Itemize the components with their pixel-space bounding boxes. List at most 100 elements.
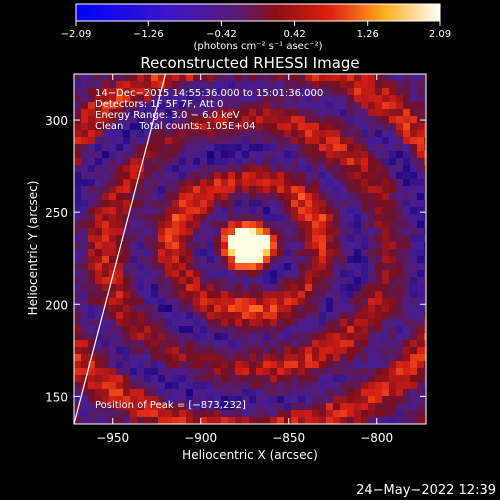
heatmap-cell [291, 151, 299, 159]
heatmap-cell [382, 207, 390, 215]
heatmap-cell [396, 235, 404, 243]
heatmap-cell [375, 417, 383, 424]
heatmap-cell [102, 74, 110, 82]
heatmap-cell [284, 361, 292, 369]
heatmap-cell [410, 137, 418, 145]
heatmap-cell [298, 74, 306, 82]
heatmap-cell [186, 207, 194, 215]
heatmap-cell [74, 333, 82, 341]
heatmap-cell [326, 382, 334, 390]
heatmap-cell [263, 74, 271, 82]
heatmap-cell [242, 340, 250, 348]
heatmap-cell [200, 319, 208, 327]
heatmap-cell [242, 417, 250, 424]
heatmap-cell [88, 88, 96, 96]
heatmap-cell [95, 417, 103, 424]
heatmap-cell [221, 284, 229, 292]
heatmap-cell [256, 123, 264, 131]
heatmap-cell [95, 270, 103, 278]
heatmap-cell [158, 74, 166, 82]
heatmap-cell [221, 207, 229, 215]
heatmap-cell [340, 326, 348, 334]
heatmap-cell [340, 368, 348, 376]
heatmap-cell [396, 319, 404, 327]
heatmap-cell [235, 179, 243, 187]
colorbar-tick-label: −1.26 [133, 29, 164, 40]
heatmap-cell [116, 235, 124, 243]
heatmap-cell [123, 214, 131, 222]
heatmap-cell [137, 186, 145, 194]
heatmap-cell [144, 123, 152, 131]
heatmap-cell [305, 277, 313, 285]
heatmap-cell [326, 312, 334, 320]
heatmap-cell [403, 116, 411, 124]
heatmap-cell [326, 144, 334, 152]
heatmap-cell [172, 291, 180, 299]
heatmap-cell [102, 340, 110, 348]
heatmap-cell [214, 81, 222, 89]
heatmap-cell [165, 340, 173, 348]
heatmap-cell [403, 305, 411, 313]
heatmap-cell [130, 298, 138, 306]
heatmap-cell [375, 375, 383, 383]
heatmap-cell [333, 193, 341, 201]
heatmap-cell [102, 382, 110, 390]
heatmap-cell [228, 74, 236, 82]
heatmap-cell [312, 256, 320, 264]
heatmap-cell [81, 305, 89, 313]
heatmap-cell [214, 228, 222, 236]
heatmap-cell [417, 172, 425, 180]
heatmap-cell [340, 228, 348, 236]
heatmap-cell [382, 389, 390, 397]
heatmap-cell [417, 130, 425, 138]
heatmap-cell [123, 200, 131, 208]
heatmap-cell [396, 172, 404, 180]
heatmap-cell [382, 235, 390, 243]
heatmap-cell [319, 242, 327, 250]
heatmap-cell [186, 284, 194, 292]
heatmap-cell [368, 207, 376, 215]
heatmap-cell [221, 368, 229, 376]
heatmap-cell [333, 389, 341, 397]
heatmap-cell [312, 102, 320, 110]
heatmap-cell [424, 263, 426, 271]
heatmap-cell [375, 137, 383, 145]
heatmap-cell [242, 396, 250, 404]
heatmap-cell [158, 193, 166, 201]
heatmap-cell [81, 361, 89, 369]
heatmap-cell [389, 284, 397, 292]
heatmap-cell [403, 347, 411, 355]
heatmap-cell [123, 207, 131, 215]
heatmap-cell [123, 417, 131, 424]
heatmap-cell [95, 396, 103, 404]
heatmap-cell [207, 326, 215, 334]
heatmap-cell [354, 137, 362, 145]
heatmap-cell [165, 347, 173, 355]
heatmap-cell [88, 214, 96, 222]
heatmap-cell [242, 361, 250, 369]
heatmap-cell [319, 179, 327, 187]
heatmap-cell [424, 291, 426, 299]
heatmap-cell [102, 354, 110, 362]
heatmap-cell [361, 207, 369, 215]
heatmap-cell [242, 116, 250, 124]
heatmap-cell [270, 151, 278, 159]
heatmap-cell [151, 375, 159, 383]
heatmap-cell [361, 256, 369, 264]
heatmap-cell [326, 151, 334, 159]
heatmap-cell [291, 417, 299, 424]
heatmap-cell [137, 410, 145, 418]
heatmap-cell [242, 298, 250, 306]
heatmap-cell [137, 137, 145, 145]
heatmap-cell [74, 326, 82, 334]
heatmap-cell [410, 123, 418, 131]
heatmap-cell [305, 340, 313, 348]
heatmap-cell [375, 333, 383, 341]
heatmap-cell [284, 123, 292, 131]
heatmap-cell [172, 116, 180, 124]
heatmap-cell [214, 95, 222, 103]
heatmap-cell [123, 375, 131, 383]
heatmap-cell [305, 403, 313, 411]
heatmap-cell [95, 130, 103, 138]
heatmap-cell [354, 144, 362, 152]
